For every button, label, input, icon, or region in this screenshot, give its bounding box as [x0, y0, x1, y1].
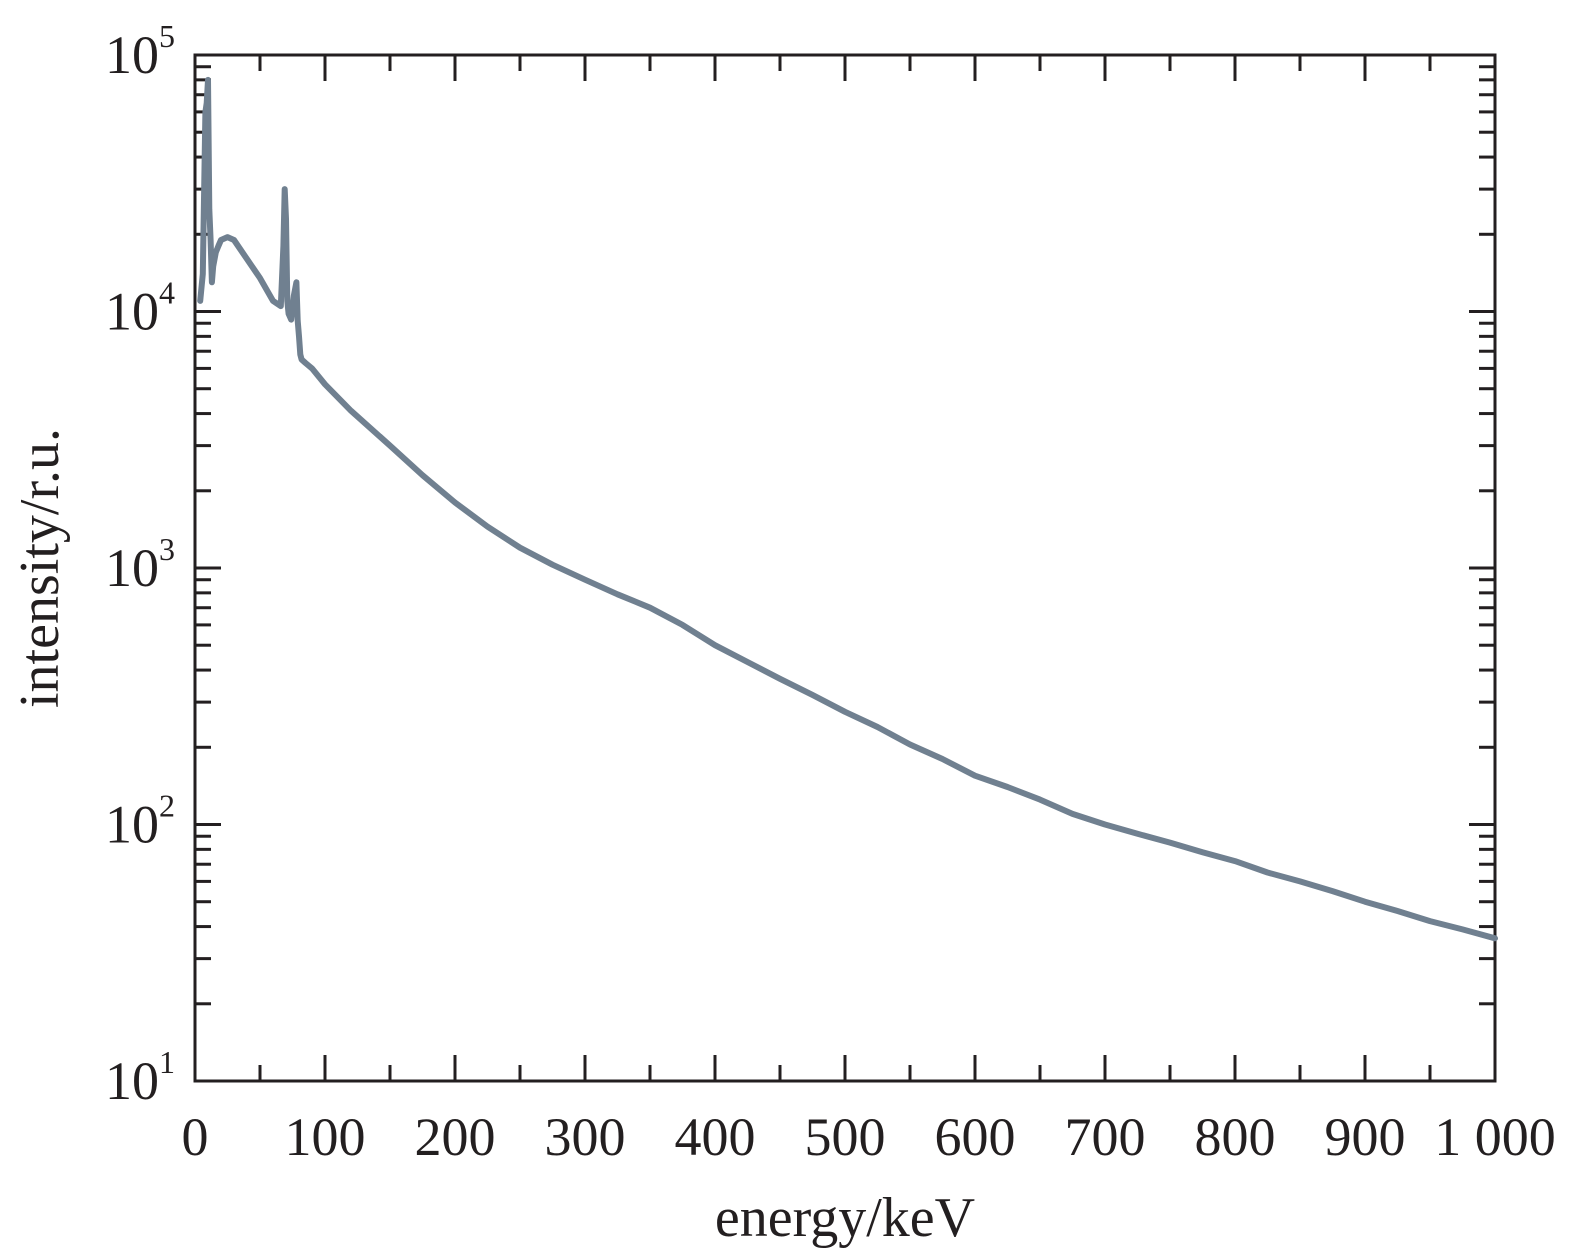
y-tick-base: 10 — [105, 282, 159, 342]
y-tick-label: 105 — [105, 18, 175, 85]
y-tick-exponent: 2 — [159, 788, 175, 824]
x-tick-label: 500 — [805, 1107, 886, 1167]
y-tick-base: 10 — [105, 538, 159, 598]
x-tick-label: 200 — [415, 1107, 496, 1167]
y-tick-exponent: 3 — [159, 531, 175, 567]
axis-ticks — [193, 53, 1497, 1083]
x-axis-label: energy/keV — [715, 1187, 975, 1249]
y-tick-exponent: 5 — [159, 18, 175, 54]
x-tick-label: 600 — [935, 1107, 1016, 1167]
y-tick-label: 104 — [105, 275, 175, 342]
x-tick-label: 800 — [1195, 1107, 1276, 1167]
x-tick-label: 900 — [1325, 1107, 1406, 1167]
x-tick-label: 1 000 — [1434, 1107, 1556, 1167]
y-tick-base: 10 — [105, 25, 159, 85]
y-tick-base: 10 — [105, 795, 159, 855]
y-axis-label: intensity/r.u. — [9, 428, 71, 708]
x-tick-label: 100 — [285, 1107, 366, 1167]
y-tick-base: 10 — [105, 1051, 159, 1111]
x-tick-label: 0 — [182, 1107, 209, 1167]
x-tick-label: 400 — [675, 1107, 756, 1167]
plot-frame — [193, 53, 1497, 1083]
y-tick-exponent: 1 — [159, 1044, 175, 1080]
y-tick-exponent: 4 — [159, 275, 175, 311]
series-line — [197, 76, 1498, 942]
y-tick-label: 101 — [105, 1044, 175, 1111]
series-layer — [197, 76, 1498, 942]
y-tick-label: 102 — [105, 788, 175, 855]
x-tick-label: 700 — [1065, 1107, 1146, 1167]
x-tick-label: 300 — [545, 1107, 626, 1167]
y-tick-label: 103 — [105, 531, 175, 598]
x-tick-labels: 0 100 200 300 400 500 600 700 800 900 1 000 — [182, 1107, 1556, 1167]
